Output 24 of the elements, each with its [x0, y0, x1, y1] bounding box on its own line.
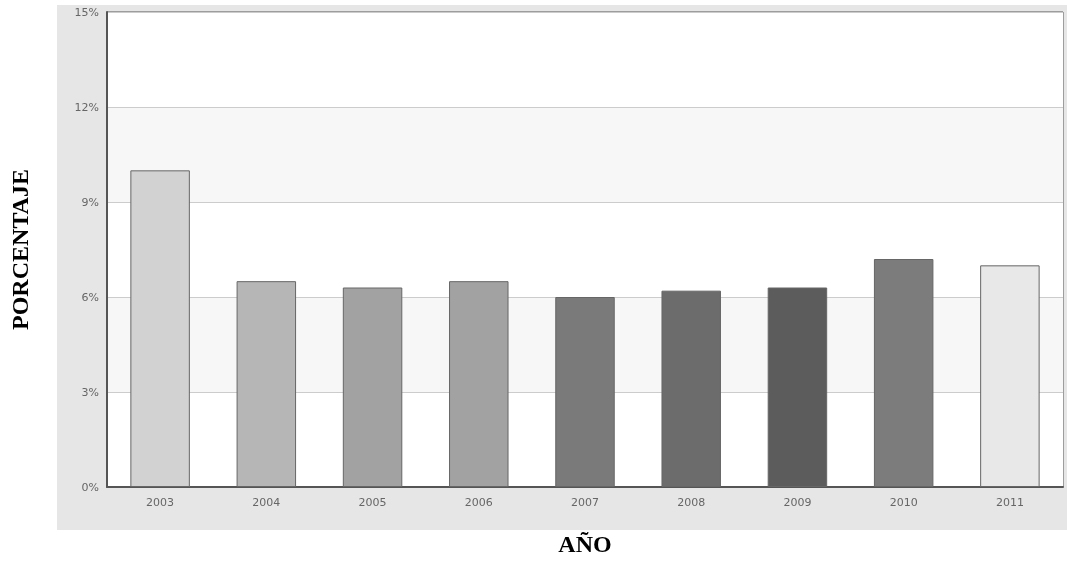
- x-tick-label: 2004: [252, 496, 281, 509]
- bar: [873, 259, 934, 487]
- y-tick-label: 15%: [74, 5, 99, 19]
- bar: [342, 287, 403, 487]
- y-tick-label: 0%: [81, 480, 99, 494]
- x-tick-label: 2010: [889, 496, 918, 509]
- x-tick-label: 2003: [146, 496, 175, 509]
- bar: [555, 297, 615, 487]
- y-tick-label: 3%: [81, 385, 99, 399]
- y-tick-label: 6%: [81, 290, 99, 304]
- x-axis-title: AÑO: [558, 531, 612, 557]
- x-tick-label: 2011: [995, 496, 1024, 509]
- y-axis-title: PORCENTAJE: [7, 169, 33, 330]
- x-tick-label: 2008: [677, 496, 706, 509]
- y-tick-label: 9%: [81, 195, 99, 209]
- bar: [236, 281, 297, 487]
- x-tick-label: 2005: [358, 496, 387, 509]
- x-tick-label: 2006: [464, 496, 493, 509]
- y-tick-label: 12%: [74, 100, 99, 114]
- bar: [449, 281, 509, 487]
- x-tick-label: 2007: [571, 496, 599, 509]
- bar: [980, 265, 1040, 487]
- x-tick-label: 2009: [783, 496, 812, 509]
- bar: [661, 290, 721, 487]
